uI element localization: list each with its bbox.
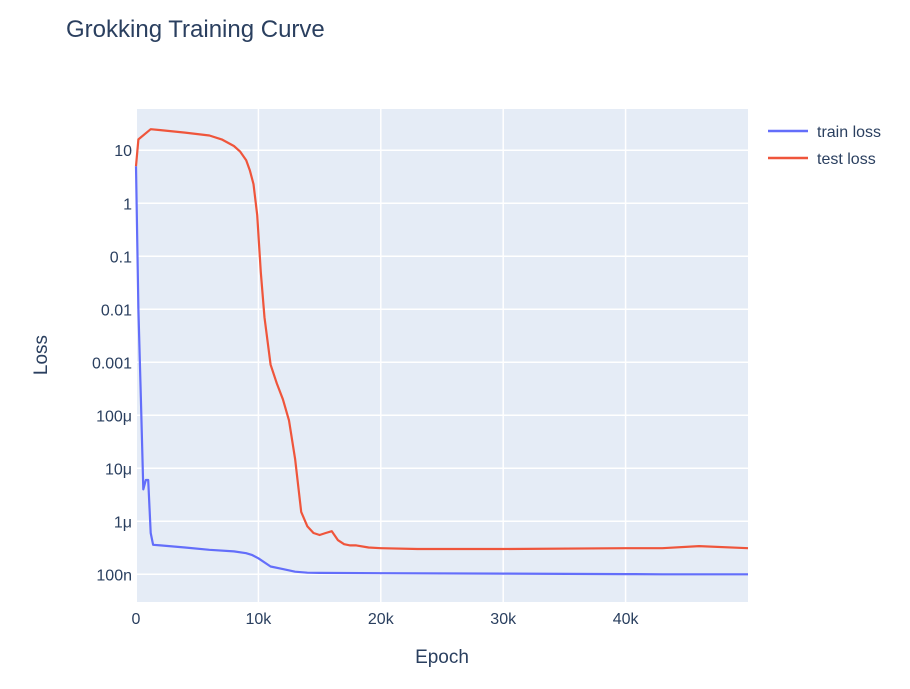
y-axis-ticks: 100n 1μ 10μ 100μ 0.001 0.01 0.1 1 10 [92,143,132,584]
x-axis-ticks: 0 10k 20k 30k 40k [132,611,640,628]
y-tick-label: 0.001 [92,355,132,372]
legend-label: train loss [817,124,881,141]
x-axis-title: Epoch [415,647,469,668]
y-tick-label: 10μ [105,461,132,478]
y-tick-label: 1 [123,196,132,213]
legend: train loss test loss [768,124,881,168]
y-tick-label: 100n [96,567,132,584]
series-lines [134,128,749,576]
series-line-test-loss [134,128,749,551]
legend-label: test loss [817,151,876,168]
chart-title: Grokking Training Curve [66,16,325,43]
plot-background [136,109,748,602]
x-tick-label: 20k [368,611,395,628]
y-tick-label: 1μ [114,514,132,531]
x-tick-label: 30k [490,611,517,628]
y-tick-label: 100μ [96,408,132,425]
x-tick-label: 10k [246,611,273,628]
y-tick-label: 10 [114,143,132,160]
y-axis-title: Loss [31,335,52,375]
y-tick-label: 0.01 [101,302,132,319]
x-tick-label: 40k [613,611,640,628]
series-line-train-loss [134,166,748,576]
x-tick-label: 0 [132,611,141,628]
y-tick-label: 0.1 [110,249,132,266]
